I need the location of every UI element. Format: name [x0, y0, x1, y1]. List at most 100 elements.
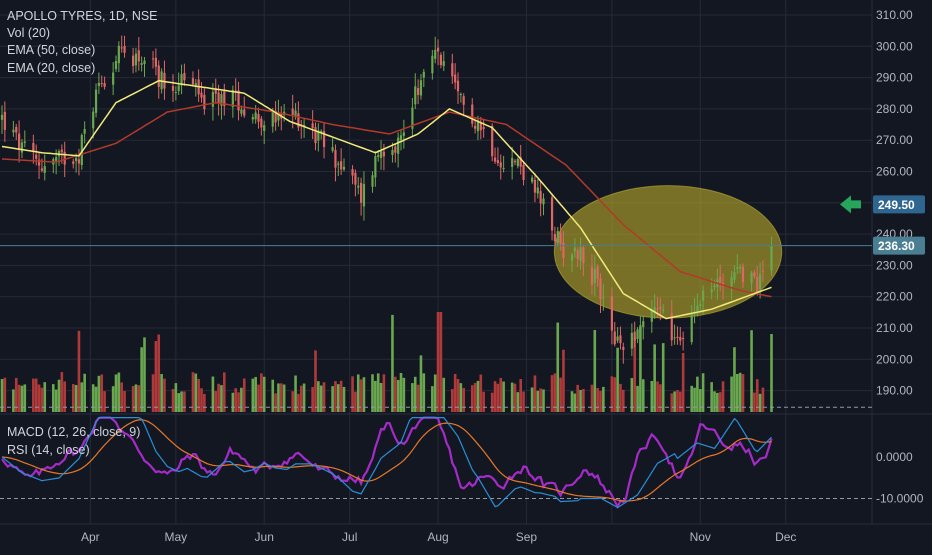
candle-body	[471, 104, 474, 124]
volume-bar	[530, 387, 534, 412]
volume-bar	[154, 341, 158, 412]
volume-bar	[234, 388, 237, 412]
candle-body	[422, 71, 425, 78]
candle-body	[23, 141, 26, 143]
volume-bar	[299, 385, 303, 412]
candle-body	[670, 313, 673, 341]
volume-bar	[599, 390, 602, 412]
candle-body	[297, 113, 300, 128]
candle-body	[75, 157, 78, 162]
volume-bar	[730, 376, 733, 412]
candle-body	[499, 162, 502, 168]
volume-bar	[117, 372, 121, 412]
volume-bar	[456, 378, 460, 412]
volume-bar	[157, 334, 161, 412]
volume-bar	[191, 372, 195, 412]
volume-bar	[510, 382, 514, 412]
volume-bar	[137, 385, 141, 412]
candle-body	[171, 85, 175, 91]
volume-bar	[413, 376, 417, 412]
volume-bar	[254, 376, 257, 412]
candle-body	[83, 128, 86, 134]
target-price-badge	[873, 195, 925, 214]
volume-bar	[718, 392, 722, 412]
candle-body	[94, 89, 98, 113]
candle-body	[559, 233, 562, 244]
candle-body	[117, 45, 120, 64]
candle-body	[542, 198, 545, 205]
candle-body	[519, 157, 522, 167]
candle-body	[599, 278, 602, 300]
candle-body	[431, 55, 434, 74]
candle-body	[576, 250, 579, 260]
volume-bar	[679, 391, 682, 412]
volume-bar	[163, 378, 166, 412]
volume-bar	[391, 314, 394, 412]
candle-body	[132, 55, 135, 66]
candle-body	[442, 61, 445, 67]
volume-bar	[317, 381, 320, 412]
candle-body	[322, 131, 326, 147]
volume-bar	[633, 337, 636, 412]
candle-body	[570, 254, 574, 261]
candle-body	[362, 184, 366, 207]
volume-bar	[237, 392, 240, 412]
volume-bar	[556, 322, 560, 412]
candle-body	[579, 247, 582, 261]
volume-bar	[442, 377, 446, 412]
volume-bar	[573, 393, 577, 412]
candle-body	[331, 147, 334, 151]
candle-body	[354, 172, 357, 185]
candle-body	[55, 157, 58, 161]
x-tick-label: Nov	[690, 530, 711, 544]
volume-bar	[114, 374, 118, 412]
volume-bars	[0, 312, 773, 412]
y-tick-label: 270.00	[876, 133, 913, 147]
volume-bar	[200, 388, 203, 412]
candle-body	[317, 130, 320, 141]
candle-body	[633, 331, 636, 341]
candle-body	[0, 114, 4, 120]
candle-body	[72, 161, 75, 164]
volume-bar	[37, 384, 41, 412]
candle-body	[590, 266, 594, 285]
volume-bar	[223, 372, 226, 412]
volume-bar	[431, 386, 434, 412]
candle-body	[516, 158, 519, 167]
volume-bar	[582, 388, 585, 412]
legend-ema20: EMA (20, close)	[7, 61, 96, 75]
candle-body	[294, 110, 297, 117]
volume-bar	[470, 385, 474, 412]
volume-bar	[476, 380, 480, 412]
volume-bar	[693, 387, 696, 412]
volume-bar	[741, 374, 745, 412]
candle-body	[522, 164, 525, 181]
candle-body	[123, 45, 126, 53]
candle-body	[759, 274, 762, 290]
y-tick-label: 260.00	[876, 165, 913, 179]
volume-bar	[681, 352, 685, 412]
volume-bar	[34, 378, 38, 412]
y-tick-label: -10.0000	[876, 492, 924, 506]
candle-body	[650, 309, 653, 322]
volume-bar	[322, 382, 326, 412]
volume-bar	[396, 380, 400, 412]
volume-bar	[439, 312, 443, 412]
candle-body	[710, 289, 713, 293]
y-tick-label: 0.0000	[876, 450, 913, 464]
candle-body	[730, 277, 733, 287]
candle-body	[573, 247, 576, 252]
ema-lines	[1, 79, 772, 320]
macd-line	[1, 417, 772, 509]
volume-bar	[103, 391, 106, 412]
volume-bar	[14, 377, 18, 412]
candle-body	[502, 168, 505, 170]
volume-bar	[750, 330, 753, 412]
candle-body	[20, 142, 24, 153]
candle-body	[12, 129, 15, 133]
candle-body	[112, 72, 115, 85]
volume-bar	[419, 355, 423, 412]
volume-bar	[755, 379, 759, 412]
